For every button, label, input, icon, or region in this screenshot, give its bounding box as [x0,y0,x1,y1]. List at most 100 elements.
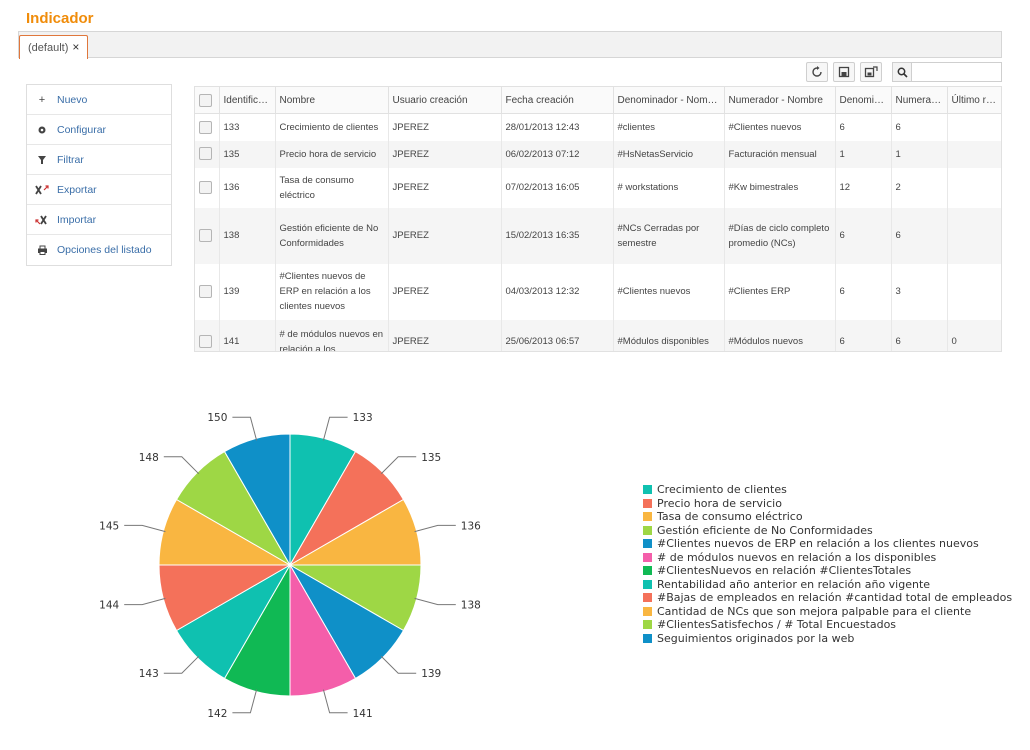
column-header[interactable]: Numerad... [891,87,948,114]
column-header[interactable]: Denomin... [835,87,892,114]
legend-swatch [643,539,652,549]
legend-swatch [643,579,652,589]
row-checkbox[interactable] [199,147,212,161]
row-checkbox[interactable] [199,284,212,298]
search-icon[interactable] [893,63,912,81]
column-header[interactable]: Denominador - Nomb... [613,87,725,114]
table-cell: 0 [947,319,1001,351]
legend-item[interactable]: Crecimiento de clientes [643,483,1012,497]
legend-item[interactable]: #ClientesSatisfechos / # Total Encuestad… [643,618,1012,632]
table-cell: Gestión eficiente de No Conformidades [275,207,389,264]
table-cell: 6 [891,319,948,351]
pie-leader-line [232,416,258,441]
table-cell: JPEREZ [388,113,502,141]
table-row[interactable]: 139 #Clientes nuevos de ERP en relación … [195,263,1001,320]
row-checkbox[interactable] [199,228,212,242]
pie-slice-label: 148 [139,452,159,464]
table-cell: 12 [835,167,892,208]
menu-item-configurar[interactable]: Configurar [27,115,171,145]
table-cell: 2 [891,167,948,208]
table-cell: 136 [219,167,276,208]
column-header[interactable]: Último re... [947,87,1001,114]
legend-item[interactable]: Gestión eficiente de No Conformidades [643,524,1012,538]
table-cell: #Módulos nuevos [724,319,836,351]
table-row[interactable]: 136 Tasa de consumo eléctrico JPEREZ 07/… [195,167,1001,208]
row-checkbox[interactable] [199,334,212,348]
table-cell: 6 [891,113,948,141]
pie-leader-line [124,524,166,533]
tab-label: (default) [28,42,69,54]
pie-leader-line [380,456,417,475]
menu-item-opciones[interactable]: Opciones del listado [27,235,171,265]
column-header[interactable]: Numerador - Nombre [724,87,836,114]
menu-item-importar[interactable]: Importar [27,205,171,235]
legend-item[interactable]: #Clientes nuevos de ERP en relación a lo… [643,537,1012,551]
legend-item[interactable]: Precio hora de servicio [643,497,1012,511]
table-cell [947,167,1001,208]
legend-item[interactable]: #ClientesNuevos en relación #ClientesTot… [643,564,1012,578]
table-cell: #Clientes nuevos [613,263,725,320]
menu-item-label: Opciones del listado [57,244,152,256]
search-input[interactable] [913,64,999,80]
column-header[interactable]: Usuario creación [388,87,502,114]
legend-swatch [643,552,652,562]
table-cell: Facturación mensual [724,140,836,168]
save-as-button[interactable] [860,62,882,82]
pie-slice-label: 138 [461,600,481,612]
pie-slice-label: 136 [461,520,481,532]
refresh-button[interactable] [806,62,828,82]
column-header[interactable]: Nombre [275,87,389,114]
table-row[interactable]: 135 Precio hora de servicio JPEREZ 06/02… [195,140,1001,168]
pie-chart: 133 135 136 138 139 141 142 143 144 145 148 150 [99,412,481,720]
pie-leader-line [322,416,348,441]
search-box [892,62,1002,82]
legend-swatch [643,606,652,616]
legend-item[interactable]: Seguimientos originados por la web [643,632,1012,646]
legend-label: Cantidad de NCs que son mejora palpable … [657,604,972,618]
table-cell: 1 [891,140,948,168]
table-cell: 3 [891,263,948,320]
legend-swatch [643,485,652,495]
menu-item-exportar[interactable]: Exportar [27,175,171,205]
table-cell: # workstations [613,167,725,208]
legend-item[interactable]: Tasa de consumo eléctrico [643,510,1012,524]
table-cell: #Clientes nuevos [724,113,836,141]
data-grid: Identifica... Nombre Usuario creación Fe… [194,86,1002,352]
pie-leader-line [163,655,200,674]
table-cell: 6 [835,207,892,264]
table-row[interactable]: 133 Crecimiento de clientes JPEREZ 28/01… [195,113,1001,141]
menu-item-label: Filtrar [57,153,84,166]
menu-item-filtrar[interactable]: Filtrar [27,145,171,175]
row-checkbox[interactable] [199,120,212,134]
legend-item[interactable]: Cantidad de NCs que son mejora palpable … [643,605,1012,619]
pie-slice-label: 133 [353,412,373,424]
table-row[interactable]: 138 Gestión eficiente de No Conformidade… [195,207,1001,264]
legend-swatch [643,525,652,535]
close-icon[interactable]: × [72,40,80,54]
pie-slice-label: 143 [139,668,159,680]
row-checkbox[interactable] [199,180,212,194]
select-all-checkbox[interactable] [195,87,220,114]
table-cell: 138 [219,207,276,264]
tab-default[interactable]: (default) × [19,35,89,59]
table-cell: #Módulos disponibles [613,319,725,351]
table-cell: 28/01/2013 12:43 [501,113,614,141]
legend-swatch [643,512,652,522]
pie-slice-label: 142 [207,708,227,720]
table-row[interactable]: 141 # de módulos nuevos en relación a lo… [195,319,1001,351]
table-cell: 6 [835,263,892,320]
side-menu: + Nuevo Configurar Filtrar Exportar Impo… [26,84,172,266]
menu-item-nuevo[interactable]: + Nuevo [27,85,171,115]
legend-item[interactable]: # de módulos nuevos en relación a los di… [643,551,1012,565]
column-header[interactable]: Fecha creación [501,87,614,114]
pie-slice-label: 135 [421,452,441,464]
legend-item[interactable]: #Bajas de empleados en relación #cantida… [643,591,1012,605]
column-header[interactable]: Identifica... [219,87,276,114]
table-cell: 07/02/2013 16:05 [501,167,614,208]
pie-slice-label: 144 [99,600,119,612]
save-button[interactable] [833,62,855,82]
page-title: Indicador [26,10,94,27]
legend-item[interactable]: Rentabilidad año anterior en relación añ… [643,578,1012,592]
table-cell: JPEREZ [388,140,502,168]
pie-slice-label: 141 [353,708,373,720]
